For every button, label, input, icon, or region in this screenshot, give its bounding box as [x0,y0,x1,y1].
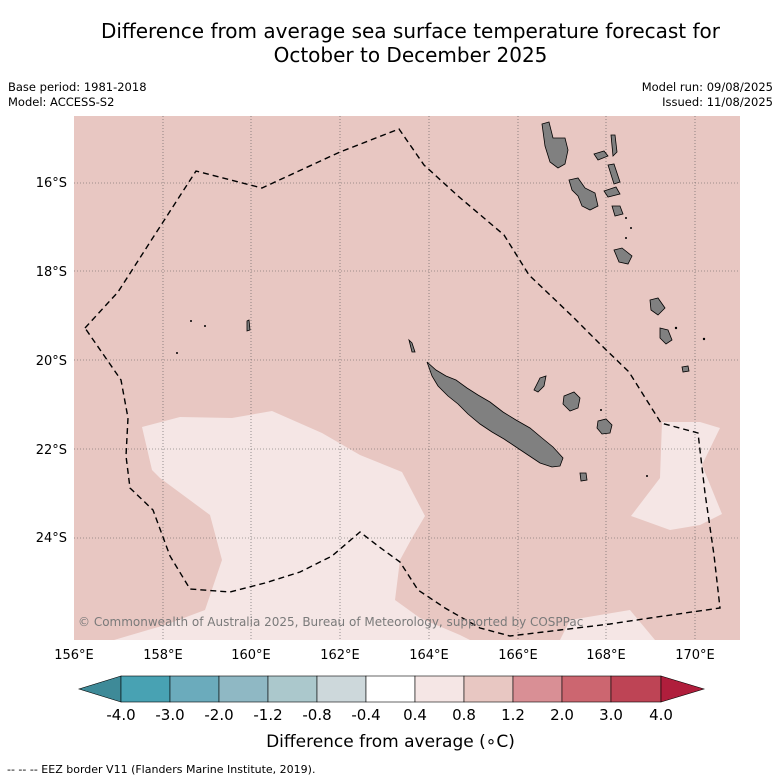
aneityum [681,365,690,373]
chesterfield-island [246,319,251,332]
lon-tick-label: 170°E [675,648,715,663]
colorbar-arrow-high [660,675,706,703]
ambrym [603,186,621,198]
erromango [649,297,666,316]
colorbar-tick-label: -3.0 [155,706,184,724]
tanna [659,327,673,345]
colorbar-cell [561,675,612,703]
lat-tick-labels: 16°S 18°S 20°S 22°S 24°S [36,176,67,546]
epi [611,205,624,217]
colorbar-tick-label: -2.0 [204,706,233,724]
isle-of-pines [579,472,588,482]
colorbar-cell [512,675,563,703]
colorbar-tick-label: 1.2 [501,706,525,724]
colorbar-cell [267,675,318,703]
colorbar-cell [365,675,416,703]
lon-tick-label: 166°E [498,648,538,663]
lat-tick-label: 18°S [36,265,67,280]
pentecost [607,163,621,185]
title-line-1: Difference from average sea surface temp… [100,19,720,43]
colorbar [77,675,706,703]
lat-tick-label: 20°S [36,354,67,369]
colorbar-tick-label: -0.4 [351,706,380,724]
lon-tick-label: 164°E [409,648,449,663]
colorbar-arrow-low [77,675,122,703]
colorbar-tick-label: -0.8 [302,706,331,724]
colorbar-tick-label: -1.2 [253,706,282,724]
lat-tick-label: 16°S [36,176,67,191]
eez-footnote: -- -- -- EEZ border V11 (Flanders Marine… [7,763,316,776]
lon-tick-label: 156°E [54,648,94,663]
land-masses [246,121,690,482]
map-title: Difference from average sea surface temp… [40,19,781,67]
title-line-2: October to December 2025 [273,43,548,67]
colorbar-tick-label: -4.0 [106,706,135,724]
lon-tick-label: 162°E [320,648,360,663]
efate [613,247,633,265]
mare-island [596,418,613,435]
maewo [610,134,618,157]
meta-right: Model run: 09/08/2025 Issued: 11/08/2025 [642,80,773,110]
colorbar-cell [610,675,662,703]
eez-border [84,128,721,637]
colorbar-tick-label: 2.0 [550,706,574,724]
gridlines [74,116,740,640]
lat-tick-label: 24°S [36,531,67,546]
model-run-text: Model run: 09/08/2025 [641,80,773,94]
malekula [568,177,599,211]
anomaly-region-west [114,411,470,640]
new-caledonia [426,361,564,468]
lat-tick-label: 22°S [36,443,67,458]
model-text: Model: ACCESS-S2 [8,95,115,109]
ambae [593,150,609,161]
colorbar-tick-labels: -4.0 -3.0 -2.0 -1.2 -0.8 -0.4 0.4 0.8 1.… [106,706,673,724]
issued-text: Issued: 11/08/2025 [662,95,773,109]
base-period-text: Base period: 1981-2018 [8,80,147,94]
lon-tick-label: 158°E [143,648,183,663]
colorbar-title: Difference from average (∘C) [266,732,515,752]
ouvea-island [533,375,547,393]
lon-tick-labels: 156°E 158°E 160°E 162°E 164°E 166°E 168°… [54,648,715,663]
colorbar-cell [414,675,465,703]
colorbar-cell [316,675,367,703]
colorbar-cell [463,675,514,703]
espiritu-santo [541,121,569,169]
lon-tick-label: 160°E [231,648,271,663]
copyright-text: © Commonwealth of Australia 2025, Bureau… [78,615,583,629]
colorbar-tick-label: 0.8 [452,706,476,724]
lifou-island [562,391,581,412]
meta-left: Base period: 1981-2018 Model: ACCESS-S2 [8,80,147,110]
colorbar-cell [120,675,171,703]
map-panel: © Commonwealth of Australia 2025, Bureau… [74,116,740,640]
belep-island [408,338,416,353]
sst-anomaly-field [74,116,740,640]
lon-tick-label: 168°E [586,648,626,663]
colorbar-tick-label: 0.4 [403,706,427,724]
colorbar-tick-label: 3.0 [599,706,623,724]
colorbar-cell [218,675,269,703]
colorbar-cell [169,675,220,703]
colorbar-tick-label: 4.0 [649,706,673,724]
small-islets [176,217,706,477]
